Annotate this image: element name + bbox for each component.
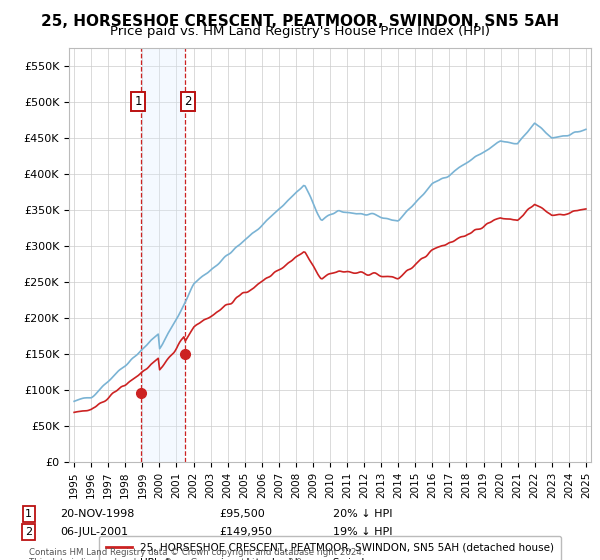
Legend: 25, HORSESHOE CRESCENT, PEATMOOR, SWINDON, SN5 5AH (detached house), HPI: Averag: 25, HORSESHOE CRESCENT, PEATMOOR, SWINDO… (98, 535, 562, 560)
Text: £95,500: £95,500 (219, 509, 265, 519)
Text: 25, HORSESHOE CRESCENT, PEATMOOR, SWINDON, SN5 5AH: 25, HORSESHOE CRESCENT, PEATMOOR, SWINDO… (41, 14, 559, 29)
Text: 1: 1 (25, 509, 32, 519)
Text: 19% ↓ HPI: 19% ↓ HPI (333, 527, 392, 537)
Text: 1: 1 (134, 95, 142, 108)
Text: 2: 2 (25, 527, 32, 537)
Text: £149,950: £149,950 (219, 527, 272, 537)
Text: Price paid vs. HM Land Registry's House Price Index (HPI): Price paid vs. HM Land Registry's House … (110, 25, 490, 38)
Text: Contains HM Land Registry data © Crown copyright and database right 2024.
This d: Contains HM Land Registry data © Crown c… (29, 548, 364, 560)
Text: 2: 2 (184, 95, 191, 108)
Text: 20-NOV-1998: 20-NOV-1998 (60, 509, 134, 519)
Text: 20% ↓ HPI: 20% ↓ HPI (333, 509, 392, 519)
Bar (140, 48, 185, 462)
Text: 06-JUL-2001: 06-JUL-2001 (60, 527, 128, 537)
